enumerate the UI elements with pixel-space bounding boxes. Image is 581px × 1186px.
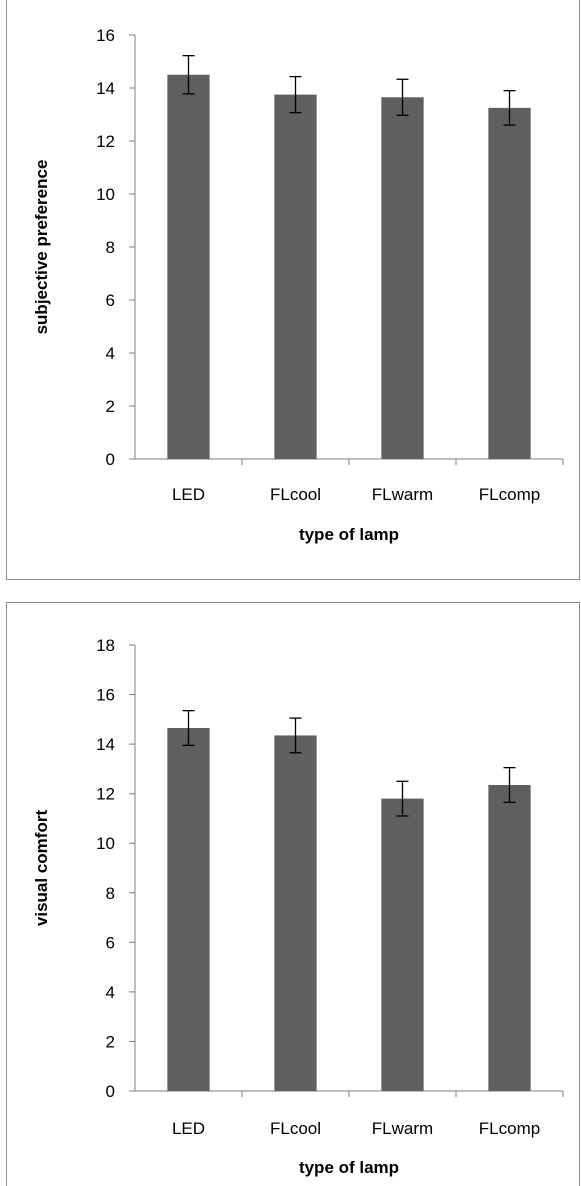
y-tick-label: 4 bbox=[106, 983, 115, 1002]
chart-panel-visual-comfort: 0 2 4 6 8 10 12 14 16 18 LED FLcool FLwarm FLcomp type… bbox=[6, 602, 580, 1186]
x-tick-label: FLcomp bbox=[479, 1119, 540, 1138]
y-tick-label: 18 bbox=[96, 636, 115, 655]
bar-flwarm bbox=[381, 798, 424, 1091]
y-tick-label: 2 bbox=[106, 1032, 115, 1051]
x-tick-label: FLcool bbox=[270, 1119, 321, 1138]
y-tick-label: 14 bbox=[96, 79, 115, 98]
chart-panel-subjective-preference: 0 2 4 6 8 10 12 14 16 LED FLcool FLwarm FLcomp type o… bbox=[6, 0, 580, 580]
y-tick-label: 12 bbox=[96, 785, 115, 804]
y-tick-label: 8 bbox=[106, 238, 115, 257]
bar-flcool bbox=[274, 94, 317, 459]
bar-flcool bbox=[274, 735, 317, 1091]
x-axis-title: type of lamp bbox=[299, 525, 399, 544]
y-tick-label: 4 bbox=[106, 344, 115, 363]
bar-flcomp bbox=[488, 784, 531, 1091]
y-tick-label: 12 bbox=[96, 132, 115, 151]
x-tick-label: FLcool bbox=[270, 485, 321, 504]
y-tick-label: 14 bbox=[96, 735, 115, 754]
x-tick-label: FLcomp bbox=[479, 485, 540, 504]
y-tick-label: 10 bbox=[96, 834, 115, 853]
y-tick-label: 0 bbox=[106, 1082, 115, 1101]
y-tick-label: 6 bbox=[106, 291, 115, 310]
y-tick-label: 16 bbox=[96, 686, 115, 705]
chart-subjective-preference: 0 2 4 6 8 10 12 14 16 LED FLcool FLwarm FLcomp type o… bbox=[32, 26, 564, 544]
x-tick-label: FLwarm bbox=[372, 1119, 433, 1138]
y-tick-label: 6 bbox=[106, 933, 115, 952]
chart-visual-comfort: 0 2 4 6 8 10 12 14 16 18 LED FLcool FLwarm FLcomp type… bbox=[32, 636, 564, 1177]
y-tick-label: 8 bbox=[106, 884, 115, 903]
bar-led bbox=[167, 728, 210, 1091]
x-axis-title: type of lamp bbox=[299, 1158, 399, 1177]
y-tick-label: 16 bbox=[96, 26, 115, 45]
y-axis-title: visual comfort bbox=[32, 810, 51, 927]
bar-flcomp bbox=[488, 107, 531, 459]
y-tick-label: 0 bbox=[106, 450, 115, 469]
bar-flwarm bbox=[381, 97, 424, 460]
x-tick-label: LED bbox=[172, 485, 205, 504]
x-tick-label: FLwarm bbox=[372, 485, 433, 504]
y-axis-title: subjective preference bbox=[32, 160, 51, 335]
x-tick-label: LED bbox=[172, 1119, 205, 1138]
y-tick-label: 2 bbox=[106, 397, 115, 416]
bar-led bbox=[167, 74, 210, 459]
y-tick-label: 10 bbox=[96, 185, 115, 204]
